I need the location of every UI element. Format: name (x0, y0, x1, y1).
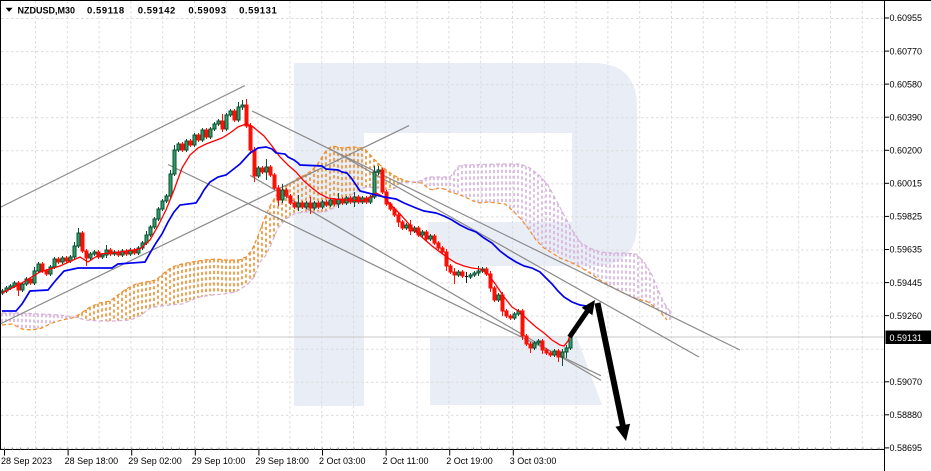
svg-text:0.59142: 0.59142 (138, 6, 176, 17)
svg-text:28 Sep 18:00: 28 Sep 18:00 (65, 456, 119, 466)
svg-text:28 Sep 2023: 28 Sep 2023 (1, 456, 52, 466)
svg-text:0.59445: 0.59445 (890, 278, 923, 288)
svg-text:0.59131: 0.59131 (890, 333, 923, 343)
svg-text:0.59118: 0.59118 (87, 6, 125, 17)
svg-text:0.60955: 0.60955 (890, 13, 923, 23)
svg-text:0.60200: 0.60200 (890, 146, 923, 156)
svg-text:3 Oct 03:00: 3 Oct 03:00 (510, 456, 557, 466)
svg-text:2 Oct 03:00: 2 Oct 03:00 (319, 456, 366, 466)
svg-text:NZDUSD,M30: NZDUSD,M30 (18, 6, 76, 16)
svg-text:0.60580: 0.60580 (890, 79, 923, 89)
svg-text:29 Sep 10:00: 29 Sep 10:00 (192, 456, 246, 466)
svg-text:0.58695: 0.58695 (890, 443, 923, 453)
svg-text:0.59260: 0.59260 (890, 311, 923, 321)
svg-text:0.58880: 0.58880 (890, 410, 923, 420)
svg-text:0.59635: 0.59635 (890, 245, 923, 255)
svg-text:0.60015: 0.60015 (890, 179, 923, 189)
svg-text:0.59093: 0.59093 (188, 6, 226, 17)
svg-text:0.59131: 0.59131 (239, 6, 277, 17)
svg-text:2 Oct 19:00: 2 Oct 19:00 (446, 456, 493, 466)
svg-text:2 Oct 11:00: 2 Oct 11:00 (383, 456, 429, 466)
svg-text:0.60770: 0.60770 (890, 46, 923, 56)
svg-text:0.59825: 0.59825 (890, 212, 923, 222)
svg-text:29 Sep 18:00: 29 Sep 18:00 (255, 456, 309, 466)
svg-text:29 Sep 02:00: 29 Sep 02:00 (128, 456, 182, 466)
svg-text:0.59070: 0.59070 (890, 377, 923, 387)
svg-text:0.60390: 0.60390 (890, 112, 923, 122)
